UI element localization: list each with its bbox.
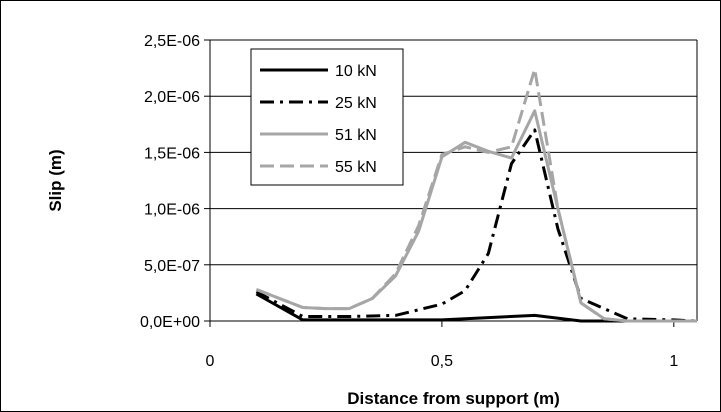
legend-label-55-kn: 55 kN — [335, 159, 377, 176]
series-line-55-kn — [255, 67, 697, 323]
tick-labels: 0,0E+00 5,0E-07 1,0E-06 1,5E-06 2,0E-06 2,5E-… — [140, 33, 678, 370]
y-tick-label: 2,0E-06 — [144, 89, 200, 106]
y-tick-label: 5,0E-07 — [144, 258, 200, 275]
y-tick-label: 1,5E-06 — [144, 145, 200, 162]
legend-box — [250, 48, 404, 186]
y-tick-label: 1,0E-06 — [144, 202, 200, 219]
legend-label-10-kn: 10 kN — [335, 63, 377, 80]
legend-label-25-kn: 25 kN — [335, 95, 377, 112]
legend: 10 kN 25 kN 51 kN 55 kN — [250, 48, 404, 186]
x-tick-label: 0 — [206, 353, 215, 370]
series-line-25-kn — [255, 128, 698, 323]
series-lines — [255, 67, 698, 323]
y-axis-title: Slip (m) — [46, 149, 65, 211]
y-tick-label: 2,5E-06 — [144, 33, 200, 50]
x-tick-label: 0,5 — [431, 353, 453, 370]
x-tick-label: 1 — [669, 353, 678, 370]
legend-label-51-kn: 51 kN — [335, 127, 377, 144]
y-tick-label: 0,0E+00 — [140, 314, 200, 331]
x-axis-title: Distance from support (m) — [347, 389, 560, 408]
legend-items: 10 kN 25 kN 51 kN 55 kN — [260, 63, 377, 176]
